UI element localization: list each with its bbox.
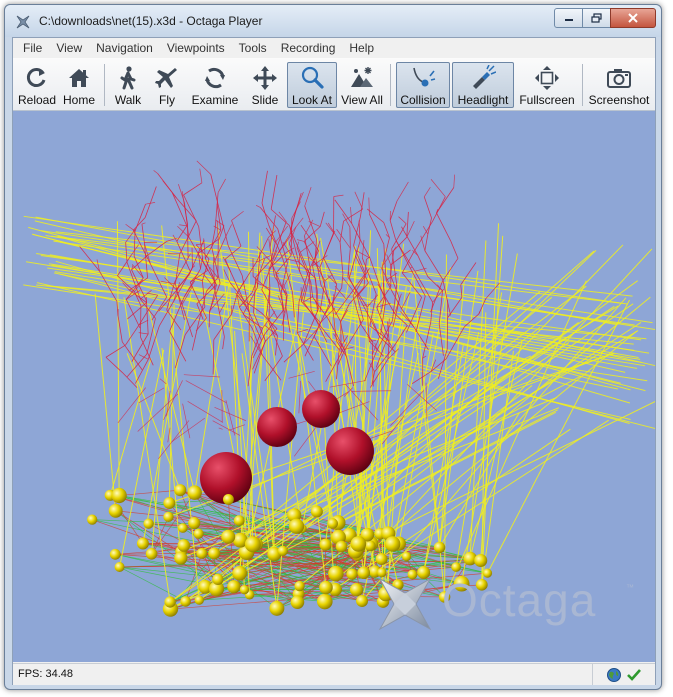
fullscreen-button[interactable]: Fullscreen bbox=[516, 62, 578, 108]
toolbar-separator bbox=[390, 64, 391, 106]
airplane-icon bbox=[155, 68, 177, 88]
fps-readout: FPS: 34.48 bbox=[18, 668, 74, 680]
globe-icon[interactable] bbox=[606, 667, 622, 683]
menu-recording[interactable]: Recording bbox=[280, 41, 336, 55]
minimize-icon bbox=[564, 19, 573, 21]
reload-button[interactable]: Reload bbox=[17, 62, 57, 108]
octaga-app-icon bbox=[16, 15, 30, 29]
client-area: File View Navigation Viewpoints Tools Re… bbox=[12, 37, 656, 685]
slide-button[interactable]: Slide bbox=[245, 62, 285, 108]
walk-button[interactable]: Walk bbox=[109, 62, 147, 108]
toolbar-separator bbox=[582, 64, 583, 106]
headlight-button[interactable]: Headlight bbox=[452, 62, 514, 108]
home-icon bbox=[69, 69, 89, 87]
status-icons bbox=[592, 664, 655, 685]
octaga-watermark-trademark: ™ bbox=[626, 583, 634, 592]
toolbar: Reload Home Walk bbox=[13, 58, 655, 111]
close-button[interactable] bbox=[610, 8, 656, 28]
home-label: Home bbox=[62, 93, 95, 107]
menu-navigation[interactable]: Navigation bbox=[96, 41, 153, 55]
camera-icon bbox=[607, 69, 631, 88]
restore-icon bbox=[590, 13, 602, 23]
maximize-button[interactable] bbox=[582, 8, 611, 28]
fly-label: Fly bbox=[159, 93, 175, 107]
walk-label: Walk bbox=[114, 93, 142, 107]
close-icon bbox=[628, 13, 638, 23]
window-title: C:\downloads\net(15).x3d - Octaga Player bbox=[39, 14, 263, 28]
minimize-button[interactable] bbox=[554, 8, 583, 28]
move-arrows-icon bbox=[253, 66, 277, 90]
screenshot-button[interactable]: Screenshot bbox=[586, 62, 652, 108]
view-all-icon bbox=[351, 67, 373, 87]
menu-help[interactable]: Help bbox=[349, 41, 375, 55]
collision-button[interactable]: Collision bbox=[396, 62, 450, 108]
fullscreen-label: Fullscreen bbox=[519, 93, 575, 107]
status-bar: FPS: 34.48 bbox=[13, 663, 655, 685]
menu-bar: File View Navigation Viewpoints Tools Re… bbox=[13, 38, 655, 58]
menu-tools[interactable]: Tools bbox=[238, 41, 267, 55]
3d-viewport[interactable]: Octaga ™ bbox=[13, 111, 655, 662]
network-3d-scene bbox=[23, 160, 655, 617]
fly-button[interactable]: Fly bbox=[149, 62, 185, 108]
reload-icon bbox=[26, 68, 46, 87]
menu-file[interactable]: File bbox=[23, 41, 43, 55]
flashlight-icon bbox=[473, 65, 496, 89]
slide-label: Slide bbox=[251, 93, 279, 107]
view-all-label: View All bbox=[341, 93, 383, 107]
headlight-label: Headlight bbox=[457, 93, 509, 107]
title-bar[interactable]: C:\downloads\net(15).x3d - Octaga Player bbox=[5, 5, 661, 37]
screenshot-label: Screenshot bbox=[588, 93, 650, 107]
look-at-button[interactable]: Look At bbox=[287, 62, 337, 108]
collision-icon bbox=[413, 67, 436, 87]
examine-label: Examine bbox=[191, 93, 239, 107]
reload-label: Reload bbox=[17, 93, 57, 107]
view-all-button[interactable]: View All bbox=[339, 62, 385, 108]
octaga-logo-icon bbox=[378, 577, 432, 631]
fullscreen-icon bbox=[535, 66, 559, 90]
menu-view[interactable]: View bbox=[56, 41, 83, 55]
app-window: C:\downloads\net(15).x3d - Octaga Player… bbox=[4, 4, 662, 690]
magnifier-icon bbox=[301, 66, 324, 89]
rotate-icon bbox=[205, 67, 225, 89]
walk-icon bbox=[120, 66, 136, 90]
examine-button[interactable]: Examine bbox=[187, 62, 243, 108]
collision-label: Collision bbox=[400, 93, 446, 107]
octaga-watermark: Octaga ™ bbox=[368, 571, 638, 641]
window-controls bbox=[554, 8, 656, 28]
home-button[interactable]: Home bbox=[59, 62, 99, 108]
check-icon bbox=[627, 668, 641, 681]
menu-viewpoints[interactable]: Viewpoints bbox=[166, 41, 225, 55]
toolbar-separator bbox=[104, 64, 105, 106]
look-at-label: Look At bbox=[291, 93, 333, 107]
octaga-watermark-text: Octaga bbox=[442, 574, 597, 626]
